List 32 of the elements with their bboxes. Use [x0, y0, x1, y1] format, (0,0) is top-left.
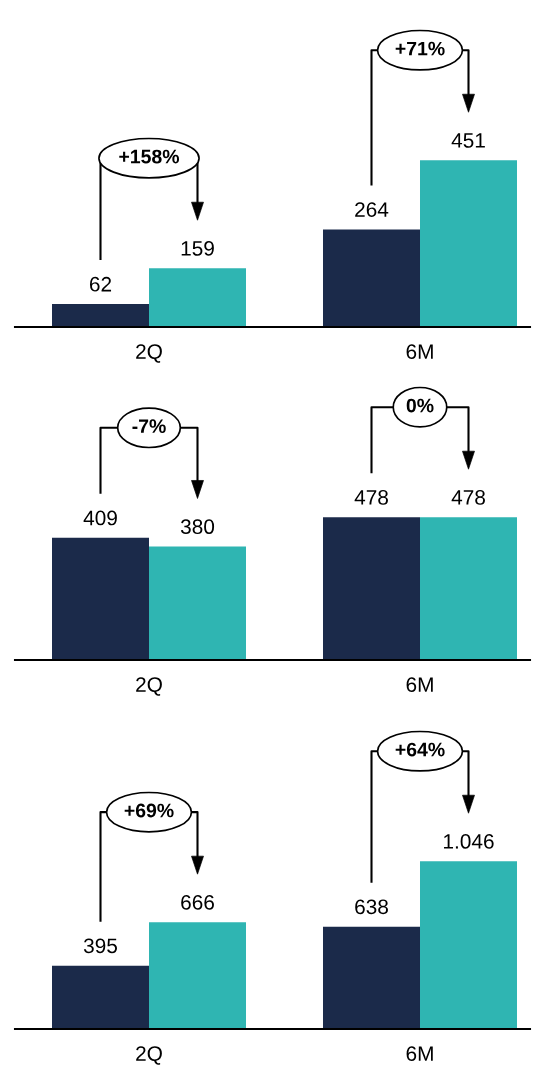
- bar: [323, 229, 420, 327]
- data-label: 1.046: [444, 834, 494, 849]
- x-tick-label: 2Q: [136, 677, 162, 696]
- data-label: 62: [89, 276, 112, 292]
- data-label: 666: [181, 894, 214, 910]
- x-tick-label: 6M: [406, 344, 433, 359]
- bar: [52, 965, 149, 1029]
- text: +69%: [124, 803, 174, 818]
- bar: [420, 160, 517, 327]
- text: 0%: [406, 398, 434, 413]
- data-label: 638: [355, 899, 388, 915]
- data-label: 395: [83, 938, 118, 954]
- x-tick-label: 2Q: [136, 344, 162, 363]
- text: -7%: [132, 419, 166, 433]
- text: +64%: [395, 742, 445, 757]
- data-label: 159: [181, 241, 214, 256]
- x-tick-label: 6M: [406, 1046, 433, 1061]
- data-label: 478: [354, 490, 388, 505]
- x-tick-label: 2Q: [136, 1046, 162, 1065]
- text: +71%: [395, 41, 445, 56]
- bar: [323, 926, 420, 1029]
- data-label: 264: [355, 202, 389, 217]
- bar: [420, 861, 517, 1029]
- bar: [52, 304, 149, 327]
- bar: [149, 268, 246, 327]
- annotation: +158%: [119, 149, 180, 164]
- data-label: 451: [451, 133, 485, 148]
- data-label: 478: [451, 490, 485, 505]
- data-label: 380: [180, 519, 215, 535]
- bar: [149, 922, 246, 1029]
- data-label: 409: [83, 510, 117, 526]
- x-tick-label: 6M: [406, 677, 433, 692]
